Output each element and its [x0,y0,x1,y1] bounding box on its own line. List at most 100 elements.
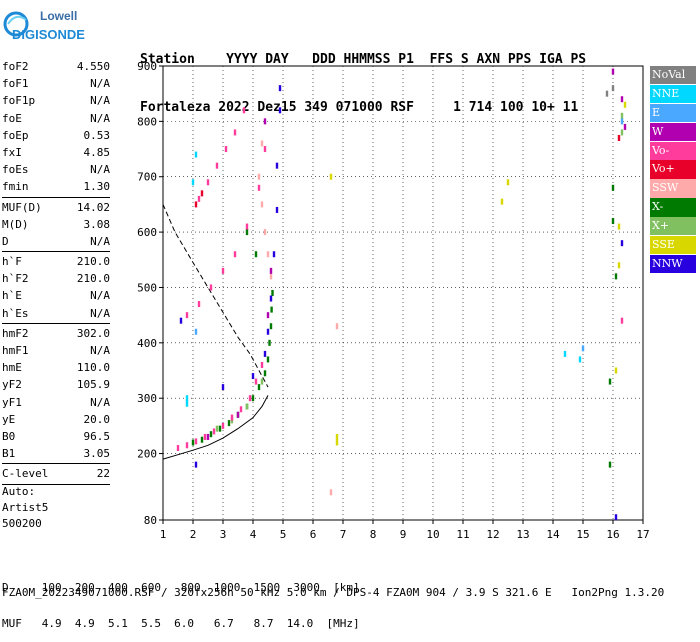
echo-point-vo- [212,428,216,435]
echo-point-sse [623,101,627,108]
echo-point-vo- [176,445,180,452]
legend-item-w: W [650,122,696,141]
echo-point-sse [500,198,504,205]
echo-point-vo- [197,195,201,202]
echo-point-ssw [329,489,333,496]
param-label: D [2,234,9,248]
echo-point-vo- [257,184,261,191]
echo-point-nnw [251,373,255,380]
echo-point-e [620,118,624,125]
param-row: foEp 0.53 [2,127,110,144]
auto-artist: Artist5 [2,501,49,514]
param-row: yF1 N/A [2,394,110,411]
param-value: 20.0 [83,412,111,426]
param-value: 210.0 [76,272,110,286]
param-row: h`E N/A [2,287,110,304]
param-label: MUF(D) [2,200,42,214]
echo-point-vo- [203,433,207,440]
y-tick-label: 900 [137,60,157,73]
header-row-values: Fortaleza 2022 Dez15 349 071000 RSF 1 71… [140,100,579,115]
legend-item-ssw: SSW [650,179,696,198]
echo-point-nne [185,400,189,407]
echo-point-x- [611,218,615,225]
echo-point-x- [614,273,618,280]
echo-point-noval [605,90,609,97]
x-tick-label: 13 [516,528,529,541]
logo-line2: DIGISONDE [12,27,85,42]
echo-point-w [269,267,273,274]
param-value: 4.85 [83,145,111,159]
param-row: h`Es N/A [2,305,110,322]
echo-point-vo- [215,162,219,169]
param-value: 3.08 [83,217,111,231]
x-tick-label: 17 [636,528,649,541]
echo-point-nnw [272,251,276,258]
param-value: 110.0 [76,361,110,375]
echo-point-x- [245,403,249,410]
param-label: B1 [2,447,16,461]
param-value: 22 [96,467,110,481]
param-value: 210.0 [76,255,110,269]
echo-point-vo- [185,312,189,319]
param-row: foEs N/A [2,161,110,178]
param-row: B1 3.05 [2,445,110,462]
echo-point-nnw [269,295,273,302]
param-label: foEp [2,128,29,142]
param-label: fxI [2,145,22,159]
echo-point-x- [209,431,213,438]
param-value: N/A [90,344,110,357]
echo-point-nnw [275,162,279,169]
legend-item-vo-: Vo- [650,141,696,160]
echo-point-vo- [194,438,198,445]
lowell-digisonde-logo: Lowell DIGISONDE [3,9,85,42]
param-row: foE N/A [2,110,110,127]
param-label: yF1 [2,395,22,409]
echo-point-vo- [254,378,258,385]
x-tick-label: 14 [546,528,560,541]
echo-point-w [620,96,624,103]
param-label: foE [2,111,22,125]
echo-point-sse [617,223,621,230]
echo-point-vo- [224,146,228,153]
param-row: B0 96.5 [2,428,110,445]
echo-point-vo- [206,179,210,186]
param-value: 1.30 [83,180,111,194]
echo-point-ssw [260,201,264,208]
echo-point-nnw [614,514,618,521]
param-label: h`F [2,255,22,269]
param-label: B0 [2,429,16,443]
echo-point-sse [329,173,333,180]
param-separator [2,463,110,465]
echo-point-x- [620,129,624,136]
y-tick-label: 200 [137,448,157,461]
echo-point-vo- [260,361,264,368]
legend-item-noval: NoVal [650,66,696,85]
echo-point-nnw [275,206,279,213]
param-row: fxI 4.85 [2,144,110,161]
header-row-labels: Station YYYY DAY DDD HHMMSS P1 FFS S AXN… [140,52,587,67]
echo-point-nnw [221,384,225,391]
param-row: foF1p N/A [2,92,110,109]
echo-point-vo- [620,317,624,324]
legend-item-e: E [650,103,696,123]
echo-point-nne [578,356,582,363]
param-value: N/A [90,111,110,125]
param-row: M(D) 3.08 [2,216,110,233]
x-tick-label: 12 [486,528,499,541]
y-tick-label: 500 [137,281,157,294]
x-tick-label: 7 [340,528,347,541]
param-label: C-level [2,467,49,481]
param-value: N/A [90,94,110,108]
param-row: h`F2 210.0 [2,270,110,287]
echo-point-x- [245,229,249,236]
param-label: fmin [2,180,29,194]
echo-point-x- [269,323,273,330]
param-value: 4.550 [76,60,110,73]
param-separator [2,483,110,485]
echo-point-w [206,433,210,440]
echo-point-nnw [266,328,270,335]
x-tick-label: 11 [456,528,469,541]
param-row: yF2 105.9 [2,376,110,393]
param-value: 96.5 [83,429,111,443]
echo-point-sse [614,367,618,374]
